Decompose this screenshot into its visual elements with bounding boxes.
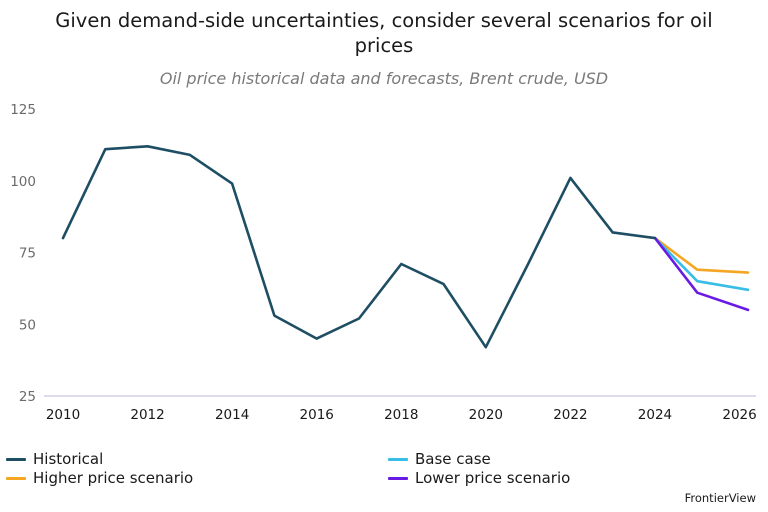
series-line-lower <box>653 236 750 312</box>
x-tick-label: 2026 <box>722 407 756 423</box>
y-tick-label: 100 <box>10 174 36 190</box>
legend-item-higher: Higher price scenario <box>6 467 193 489</box>
series-line-base-case <box>653 236 750 292</box>
x-tick-label: 2012 <box>130 407 164 423</box>
series-layer <box>61 145 750 349</box>
legend-swatch-base-case <box>388 457 408 461</box>
y-tick-label: 125 <box>10 102 36 118</box>
chart-title: Given demand-side uncertainties, conside… <box>55 9 713 57</box>
x-tick-label: 2016 <box>300 407 334 423</box>
x-tick-label: 2020 <box>469 407 503 423</box>
series-line-historical <box>61 145 657 349</box>
legend-item-historical: Historical <box>6 448 103 470</box>
series-line-higher <box>653 236 750 274</box>
legend-swatch-lower <box>388 476 408 480</box>
source-label: FrontierView <box>684 491 756 505</box>
y-tick-label: 50 <box>19 317 36 333</box>
y-axis-ticks: 25 50 75 100 125 <box>10 102 36 405</box>
x-tick-label: 2014 <box>215 407 249 423</box>
legend-label-base-case: Base case <box>415 450 491 468</box>
legend-item-base-case: Base case <box>388 448 491 470</box>
chart-subtitle: Oil price historical data and forecasts,… <box>159 69 609 88</box>
legend-label-historical: Historical <box>33 450 104 468</box>
legend-label-higher: Higher price scenario <box>33 469 194 487</box>
x-tick-label: 2018 <box>384 407 418 423</box>
y-tick-label: 25 <box>19 389 36 405</box>
legend-swatch-higher <box>6 476 26 480</box>
legend-swatch-historical <box>6 457 26 461</box>
x-tick-label: 2022 <box>553 407 587 423</box>
y-tick-label: 75 <box>19 246 36 262</box>
legend-label-lower: Lower price scenario <box>415 469 571 487</box>
legend: Historical Higher price scenario Base ca… <box>0 446 768 496</box>
legend-item-lower: Lower price scenario <box>388 467 570 489</box>
x-axis-ticks: 2010 2012 2014 2016 2018 2020 2022 2024 2026 <box>46 407 757 423</box>
x-tick-label: 2010 <box>46 407 80 423</box>
x-tick-label: 2024 <box>638 407 672 423</box>
